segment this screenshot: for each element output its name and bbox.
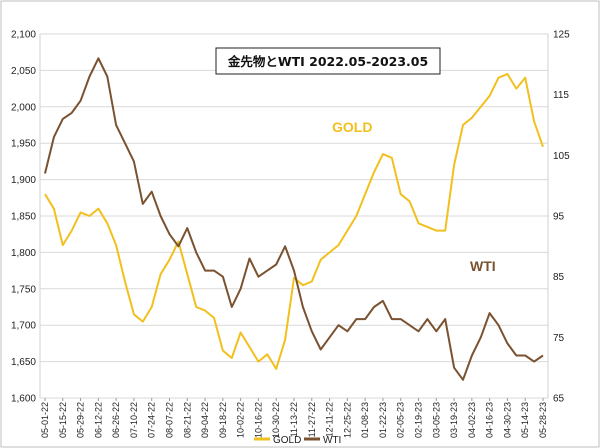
x-tick-label: 03-05-23 [431, 402, 441, 438]
x-tick-label: 02-05-23 [396, 402, 406, 438]
x-tick-label: 03-19-23 [449, 402, 459, 438]
x-tick-label: 04-30-23 [502, 402, 512, 438]
x-tick-label: 05-15-22 [58, 402, 68, 438]
x-tick-label: 01-08-23 [360, 402, 370, 438]
y-left-tick-label: 1,700 [11, 321, 36, 332]
wti-inline-label: WTI [470, 258, 496, 274]
x-tick-label: 06-12-22 [93, 402, 103, 438]
y-right-tick-label: 85 [553, 272, 565, 283]
x-tick-label: 07-24-22 [147, 402, 157, 438]
legend-wti-label: WTI [323, 435, 341, 446]
series-line-wti [44, 57, 544, 381]
y-right-axis: 65 75 85 95 105 115 125 [553, 30, 570, 405]
y-left-axis: 1,600 1,650 1,700 1,750 1,800 1,850 1,900 1,950… [11, 30, 36, 405]
x-tick-label: 07-10-22 [129, 402, 139, 438]
y-right-tick-label: 115 [553, 90, 569, 101]
x-tick-label: 10-16-22 [253, 402, 263, 438]
x-tick-label: 10-02-22 [236, 402, 246, 438]
gold-inline-label: GOLD [332, 119, 372, 135]
x-tick-label: 05-01-22 [40, 402, 50, 438]
x-tick-label: 12-25-22 [342, 402, 352, 438]
series-line-gold [44, 73, 544, 370]
x-tick-label: 12-11-22 [325, 402, 335, 437]
x-tick-label: 05-14-23 [520, 402, 530, 438]
title-box [215, 47, 441, 75]
series-layer [44, 57, 544, 381]
x-tick-label: 08-21-22 [182, 402, 192, 438]
legend: GOLD WTI [254, 435, 341, 446]
x-tick-label: 01-22-23 [378, 402, 388, 438]
x-tick-label: 04-16-23 [485, 402, 495, 438]
x-tick-label: 11-13-22 [289, 402, 299, 437]
x-tick-label: 09-04-22 [200, 402, 210, 438]
y-left-tick-label: 1,750 [11, 284, 36, 295]
x-tick-label: 05-28-23 [538, 402, 548, 438]
y-left-tick-label: 1,650 [11, 357, 36, 368]
x-tick-label: 11-27-22 [307, 402, 317, 437]
y-left-tick-label: 1,600 [11, 394, 36, 405]
y-left-tick-label: 1,800 [11, 248, 36, 259]
y-right-tick-label: 95 [553, 212, 565, 223]
y-left-tick-label: 1,950 [11, 139, 36, 150]
y-right-tick-label: 105 [553, 151, 570, 162]
x-tick-label: 09-18-22 [218, 402, 228, 438]
y-left-tick-label: 2,100 [11, 30, 36, 41]
x-tick-label: 10-30-22 [271, 402, 281, 438]
y-left-tick-label: 1,900 [11, 175, 36, 186]
y-left-tick-label: 2,000 [11, 102, 36, 113]
x-tick-label: 05-29-22 [76, 402, 86, 438]
chart-title: 金先物とWTI 2022.05-2023.05 [227, 54, 428, 69]
y-right-tick-label: 75 [553, 333, 565, 344]
x-tick-label: 06-26-22 [111, 402, 121, 438]
x-axis: 05-01-22 05-15-22 05-29-22 06-12-22 06-26-22… [40, 398, 548, 438]
x-tick-label: 02-19-23 [414, 402, 424, 438]
x-tick-label: 08-07-22 [165, 402, 175, 438]
y-left-tick-label: 2,050 [11, 66, 36, 77]
y-left-tick-label: 1,850 [11, 212, 36, 223]
x-tick-label: 04-02-23 [467, 402, 477, 438]
legend-gold-label: GOLD [273, 435, 301, 446]
y-right-tick-label: 125 [553, 30, 570, 41]
y-right-tick-label: 65 [553, 394, 565, 405]
